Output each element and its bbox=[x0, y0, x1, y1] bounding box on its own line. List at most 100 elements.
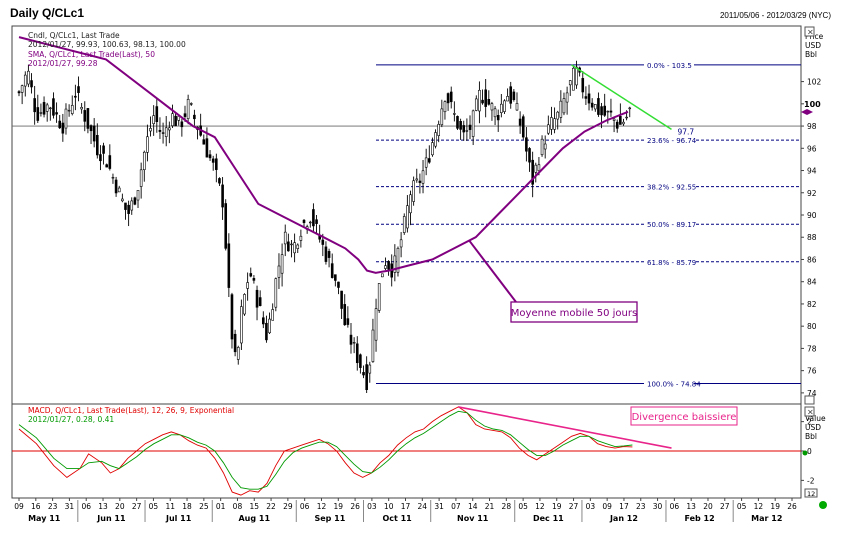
x-tick-label: 18 bbox=[182, 502, 192, 511]
fib-label-bg bbox=[644, 182, 694, 191]
x-tick-label: 06 bbox=[670, 502, 680, 511]
candle-body bbox=[161, 132, 165, 134]
status-dot-icon[interactable] bbox=[819, 501, 827, 509]
candle-body bbox=[362, 372, 365, 376]
x-month-label: Feb 12 bbox=[684, 514, 714, 523]
svg-text:×: × bbox=[807, 28, 814, 37]
x-month-label: Jan 12 bbox=[609, 514, 638, 523]
x-tick-label: 31 bbox=[65, 502, 75, 511]
candle-body bbox=[27, 70, 30, 85]
candle-body bbox=[600, 106, 603, 116]
candle-body bbox=[36, 107, 40, 121]
candle-body bbox=[189, 103, 193, 105]
x-tick-label: 14 bbox=[468, 502, 478, 511]
candle-body bbox=[230, 294, 234, 340]
fib-label-bg bbox=[644, 257, 694, 266]
candle-body bbox=[142, 151, 146, 171]
x-tick-label: 20 bbox=[703, 502, 713, 511]
candle-body bbox=[208, 154, 212, 159]
macd-axis-title-line2: USD bbox=[805, 423, 821, 432]
fib-level-label: 100.0% - 74.84 bbox=[647, 381, 701, 389]
candle-body bbox=[58, 120, 62, 129]
candle-legend-name: Cndl, Q/CLc1, Last Trade bbox=[28, 31, 120, 40]
price-panel-close-icon[interactable] bbox=[804, 26, 815, 37]
candle-body bbox=[277, 265, 281, 278]
price-tick-label: 84 bbox=[807, 278, 817, 287]
candle-body bbox=[52, 98, 55, 116]
x-tick-label: 06 bbox=[300, 502, 310, 511]
x-tick-label: 12 bbox=[535, 502, 545, 511]
candle-body bbox=[252, 278, 256, 281]
candle-body bbox=[606, 110, 610, 113]
fib-label-bg bbox=[644, 220, 694, 229]
candle-body bbox=[183, 113, 187, 117]
macd-axis-title-line1: Value bbox=[805, 414, 826, 423]
sma-legend-name: SMA, Q/CLc1, Last Trade(Last), 50 bbox=[28, 50, 155, 59]
candle-body bbox=[418, 180, 422, 183]
candle-body bbox=[133, 197, 137, 205]
fib-level-label: 38.2% - 92.55 bbox=[647, 184, 696, 192]
fib-level-label: 23.6% - 96.74 bbox=[647, 137, 697, 145]
x-tick-label: 20 bbox=[115, 502, 125, 511]
candle-body bbox=[537, 164, 541, 172]
x-month-label: Dec 11 bbox=[533, 514, 564, 523]
candle-body bbox=[255, 289, 259, 308]
candle-body bbox=[327, 251, 331, 258]
candle-body bbox=[471, 110, 475, 137]
x-tick-label: 26 bbox=[787, 502, 797, 511]
macd-tick-label: -2 bbox=[807, 476, 815, 485]
candle-body bbox=[64, 108, 68, 129]
resistance-trendline bbox=[571, 64, 672, 131]
candle-body bbox=[343, 304, 347, 326]
last-price-label: 100 bbox=[804, 100, 821, 109]
x-tick-label: 03 bbox=[367, 502, 377, 511]
x-tick-label: 07 bbox=[451, 502, 461, 511]
candle-body bbox=[456, 116, 459, 129]
x-tick-label: 31 bbox=[434, 502, 444, 511]
macd-axis-title: Value USD Bbl bbox=[805, 414, 826, 441]
x-tick-label: 15 bbox=[249, 502, 259, 511]
candle-body bbox=[218, 178, 221, 184]
x-tick-label: 05 bbox=[737, 502, 747, 511]
fib-label-bg bbox=[644, 136, 694, 145]
candle-body bbox=[590, 102, 594, 108]
candle-body bbox=[340, 290, 343, 309]
candle-body bbox=[180, 121, 184, 128]
candle-body bbox=[136, 190, 140, 201]
candle-body bbox=[437, 124, 440, 136]
x-tick-label: 22 bbox=[266, 502, 276, 511]
candle-body bbox=[440, 108, 444, 126]
x-tick-label: 11 bbox=[165, 502, 175, 511]
candle-body bbox=[565, 92, 569, 103]
fib-level-label: 50.0% - 89.17 bbox=[647, 221, 696, 229]
candle-body bbox=[434, 132, 437, 147]
candle-body bbox=[427, 158, 431, 163]
candle-body bbox=[246, 282, 249, 289]
divergence-annotation-text: Divergence baissiere bbox=[632, 412, 737, 423]
x-tick-label: 19 bbox=[770, 502, 780, 511]
macd-panel-close-icon[interactable] bbox=[804, 406, 815, 417]
x-month-label: Mar 12 bbox=[751, 514, 782, 523]
candle-body bbox=[547, 124, 550, 134]
candle-body bbox=[484, 89, 487, 107]
candle-body bbox=[612, 118, 616, 121]
macd-tick-label: 0 bbox=[807, 447, 812, 456]
candle-body bbox=[315, 219, 318, 224]
candle-body bbox=[399, 239, 403, 248]
x-tick-label: 08 bbox=[233, 502, 243, 511]
candle-body bbox=[352, 342, 356, 344]
candle-body bbox=[227, 243, 231, 288]
price-tick-label: 78 bbox=[807, 344, 817, 353]
x-tick-label: 13 bbox=[686, 502, 696, 511]
candle-body bbox=[70, 105, 74, 114]
price-tick-label: 102 bbox=[807, 78, 822, 87]
candle-body bbox=[396, 247, 400, 273]
candle-body bbox=[99, 154, 102, 162]
candle-body bbox=[371, 329, 375, 362]
candle-body bbox=[299, 235, 303, 241]
candle-body bbox=[271, 309, 274, 321]
candle-body bbox=[321, 239, 325, 245]
sma-legend-value: 2012/01/27, 99.28 bbox=[28, 59, 98, 68]
candle-body bbox=[528, 148, 531, 163]
sma-50-line bbox=[18, 36, 629, 274]
